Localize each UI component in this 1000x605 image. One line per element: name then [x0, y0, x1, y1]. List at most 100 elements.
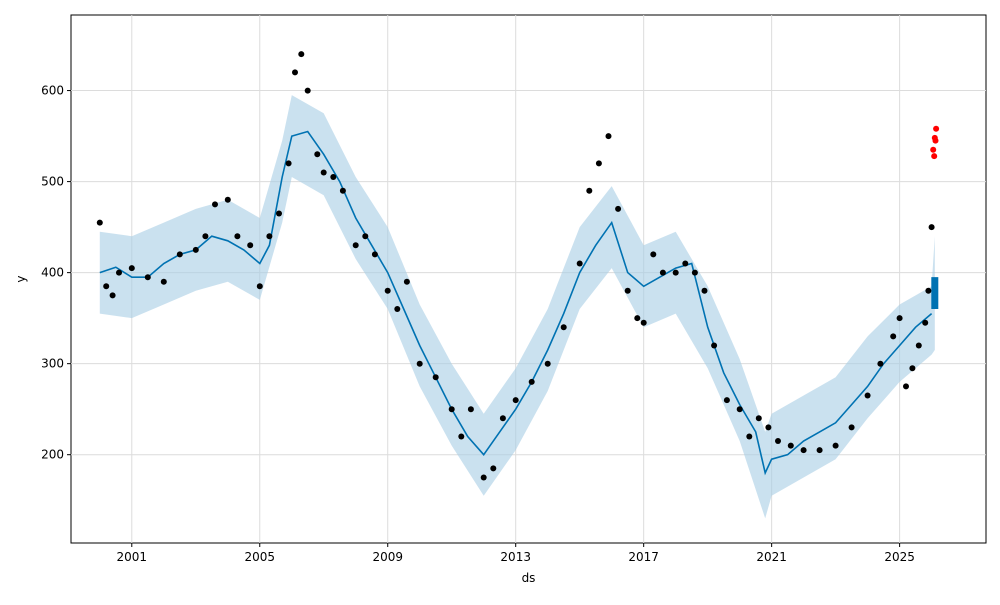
observed-point	[394, 306, 401, 312]
forecast-line	[99, 130, 933, 476]
observed-point	[922, 319, 929, 326]
y-tick-label: 400	[41, 266, 64, 280]
y-tick-label: 600	[41, 84, 64, 98]
axes-layer: 2001 2005 2009 2013 2017 2021 2025 200 300 400 500…	[41, 84, 915, 564]
x-tick-label: 2009	[372, 550, 403, 564]
outlier-points-layer	[930, 125, 940, 160]
observed-point	[103, 283, 110, 290]
observed-point	[787, 442, 794, 449]
x-axis-label: ds	[522, 571, 536, 585]
observed-point	[339, 187, 346, 194]
observed-point	[903, 383, 909, 390]
observed-point	[403, 278, 410, 285]
observed-point	[848, 424, 855, 431]
observed-point	[490, 465, 497, 472]
outlier-point	[932, 137, 939, 144]
observed-points-layer	[96, 51, 935, 481]
observed-point	[877, 360, 884, 367]
observed-point	[276, 210, 282, 217]
observed-point	[320, 169, 327, 176]
observed-point	[800, 447, 807, 454]
forecast-line-layer	[99, 130, 939, 476]
observed-point	[560, 324, 567, 331]
observed-point	[711, 342, 718, 349]
observed-point	[458, 433, 465, 440]
observed-point	[192, 246, 199, 253]
observed-point	[682, 260, 689, 267]
observed-point	[304, 87, 311, 94]
x-tick-label: 2025	[884, 550, 915, 564]
observed-point	[672, 269, 679, 276]
observed-point	[925, 287, 932, 294]
observed-point	[755, 415, 762, 422]
observed-point	[723, 397, 730, 404]
observed-point	[615, 205, 622, 212]
observed-point	[467, 406, 474, 413]
observed-point	[634, 315, 641, 322]
observed-point	[746, 433, 753, 440]
x-tick-label: 2001	[117, 550, 148, 564]
observed-point	[352, 242, 359, 249]
x-tick-label: 2013	[500, 550, 531, 564]
observed-point	[384, 287, 391, 294]
observed-point	[595, 160, 602, 167]
observed-point	[234, 233, 241, 240]
observed-point	[909, 365, 916, 372]
observed-point	[512, 397, 519, 404]
y-tick-label: 500	[41, 175, 64, 189]
observed-point	[416, 360, 423, 367]
observed-point	[775, 438, 781, 444]
observed-point	[544, 360, 551, 367]
observed-point	[499, 415, 506, 422]
x-tick-label: 2021	[756, 550, 787, 564]
observed-point	[701, 287, 708, 294]
observed-point	[650, 251, 657, 258]
outlier-point	[930, 146, 937, 153]
outlier-point	[933, 125, 940, 132]
observed-point	[371, 251, 378, 258]
observed-point	[96, 219, 103, 226]
observed-point	[890, 333, 897, 340]
observed-point	[314, 151, 321, 158]
observed-point	[224, 196, 231, 203]
observed-point	[256, 283, 263, 290]
y-tick-label: 200	[41, 448, 64, 462]
observed-point	[298, 51, 305, 58]
observed-point	[480, 474, 487, 481]
observed-point	[928, 224, 935, 231]
observed-point	[160, 278, 167, 285]
observed-point	[176, 251, 183, 258]
observed-point	[816, 447, 823, 454]
observed-point	[202, 233, 209, 240]
observed-point	[109, 292, 116, 299]
observed-point	[528, 378, 535, 385]
observed-point	[128, 265, 135, 272]
observed-point	[896, 315, 903, 322]
outlier-point	[931, 153, 938, 160]
observed-point	[659, 269, 666, 276]
x-tick-label: 2017	[628, 550, 659, 564]
uncertainty-band	[99, 95, 935, 519]
observed-point	[247, 242, 254, 249]
observed-point	[330, 174, 337, 180]
observed-point	[691, 269, 698, 276]
observed-point	[640, 319, 647, 326]
observed-point	[624, 287, 631, 294]
observed-point	[362, 233, 369, 240]
observed-point	[586, 187, 593, 194]
observed-point	[448, 406, 455, 413]
observed-point	[832, 442, 839, 449]
observed-point	[266, 233, 273, 240]
observed-point	[765, 424, 772, 431]
observed-point	[915, 342, 922, 349]
observed-point	[432, 374, 439, 381]
y-tick-label: 300	[41, 357, 64, 371]
observed-point	[212, 201, 218, 208]
observed-point	[864, 392, 871, 399]
observed-point	[736, 406, 743, 413]
observed-point	[144, 274, 151, 281]
observed-point	[116, 269, 122, 276]
uncertainty-band-layer	[99, 95, 935, 519]
